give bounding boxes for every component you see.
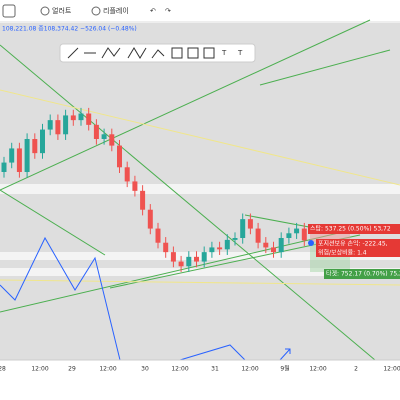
- tool-box[interactable]: [187, 47, 199, 59]
- candle-body: [101, 134, 107, 139]
- candle-body: [255, 228, 261, 243]
- undo-button[interactable]: ↶: [150, 7, 156, 15]
- candle-body: [301, 228, 307, 241]
- x-tick-label: 29: [68, 366, 76, 373]
- stop-text: 스탑: 537.25 (0.50%) 53,72: [310, 225, 391, 233]
- replay-button[interactable]: 리플레이: [103, 6, 129, 15]
- replay-icon[interactable]: [91, 6, 101, 16]
- candle-body: [40, 129, 45, 154]
- ratio-text: 위험/보상비율: 1.4: [318, 249, 367, 257]
- candle-body: [163, 242, 169, 253]
- x-tick-label: 30: [141, 366, 149, 373]
- x-tick-label: 12:00: [241, 366, 258, 373]
- tool-pattern[interactable]: [151, 49, 165, 59]
- x-tick-label: 2: [354, 366, 358, 373]
- candle-body: [294, 228, 300, 234]
- yellow-line: [0, 89, 400, 186]
- arrow: [279, 348, 291, 361]
- yellow-line: [0, 279, 400, 286]
- redo-button[interactable]: ↷: [165, 7, 171, 15]
- candle-body: [271, 247, 276, 253]
- candle-body: [201, 252, 207, 262]
- candle-body: [93, 124, 99, 139]
- x-tick-label: 12:00: [383, 366, 400, 373]
- zone-band: [0, 184, 400, 194]
- candle-body: [140, 190, 146, 210]
- top-bar: [0, 0, 400, 22]
- candle-body: [194, 256, 199, 262]
- candle-body: [132, 181, 138, 191]
- x-axis: [0, 360, 400, 400]
- x-tick-label: 12:00: [309, 366, 326, 373]
- pnl-text: 포지션보유 손익: -222.45,: [318, 240, 388, 248]
- candle-body: [47, 120, 53, 130]
- candle-body: [186, 256, 192, 267]
- candle-body: [247, 219, 253, 229]
- x-tick-label: 28: [0, 366, 6, 373]
- stop-tag: [308, 224, 400, 234]
- pnl-tag: [316, 239, 400, 257]
- alert-icon[interactable]: [40, 6, 50, 16]
- drawings: [0, 19, 391, 361]
- candle-body: [147, 209, 153, 229]
- candle-body: [209, 247, 215, 253]
- candle-body: [1, 162, 7, 172]
- candle-body: [78, 113, 84, 121]
- x-tick-label: 31: [211, 366, 219, 373]
- candle-body: [55, 120, 61, 135]
- candle-body: [109, 134, 115, 146]
- candle-body: [9, 148, 15, 163]
- x-tick-label: 9월: [280, 365, 289, 373]
- tool-text[interactable]: T: [221, 49, 227, 57]
- candle-body: [278, 238, 284, 253]
- quote-line: 108,221.08 종108,374.42 −526.04 (−0.48%): [2, 26, 137, 33]
- zone-band: [0, 252, 400, 260]
- candle-body: [178, 261, 184, 267]
- tool-range[interactable]: [203, 47, 215, 59]
- candle-body: [24, 139, 30, 172]
- x-labels: 28 12:00 29 12:00 30 12:00 31 12:00 9월 12:00 2 12:0…: [0, 365, 400, 373]
- tool-note[interactable]: T: [237, 49, 243, 57]
- candle-body: [217, 247, 223, 250]
- zone-band: [0, 268, 400, 276]
- tool-zigzag[interactable]: [127, 47, 147, 59]
- candle-body: [286, 233, 292, 238]
- candle-body: [155, 228, 161, 243]
- x-tick-label: 12:00: [171, 366, 188, 373]
- toolbar-icons: [67, 47, 215, 59]
- candle-body: [32, 139, 38, 154]
- x-tick-label: 12:00: [99, 366, 116, 373]
- target-text: 타겟: 752.17 (0.70%) 75,217.: [326, 270, 400, 278]
- candle-body: [170, 252, 176, 262]
- candle-body: [117, 145, 122, 168]
- tool-path[interactable]: [101, 47, 121, 59]
- menu-icon[interactable]: [2, 4, 16, 18]
- candle-body: [70, 115, 76, 121]
- candle-body: [86, 113, 92, 125]
- x-tick-label: 12:00: [31, 366, 48, 373]
- tool-line[interactable]: [67, 47, 79, 59]
- candle-body: [16, 148, 22, 172]
- candle-body: [232, 238, 238, 240]
- candle-body: [263, 242, 269, 248]
- zigzag: [179, 344, 246, 361]
- alert-button[interactable]: 얼러트: [52, 6, 72, 15]
- candles: [1, 107, 307, 272]
- target-tag: [324, 269, 400, 279]
- candle-body: [224, 239, 230, 250]
- tool-rect[interactable]: [171, 47, 183, 59]
- candle-body: [124, 167, 130, 182]
- zigzag: [0, 236, 121, 361]
- candle-body: [63, 115, 69, 135]
- candle-body: [240, 219, 246, 238]
- position-marker[interactable]: [308, 240, 314, 246]
